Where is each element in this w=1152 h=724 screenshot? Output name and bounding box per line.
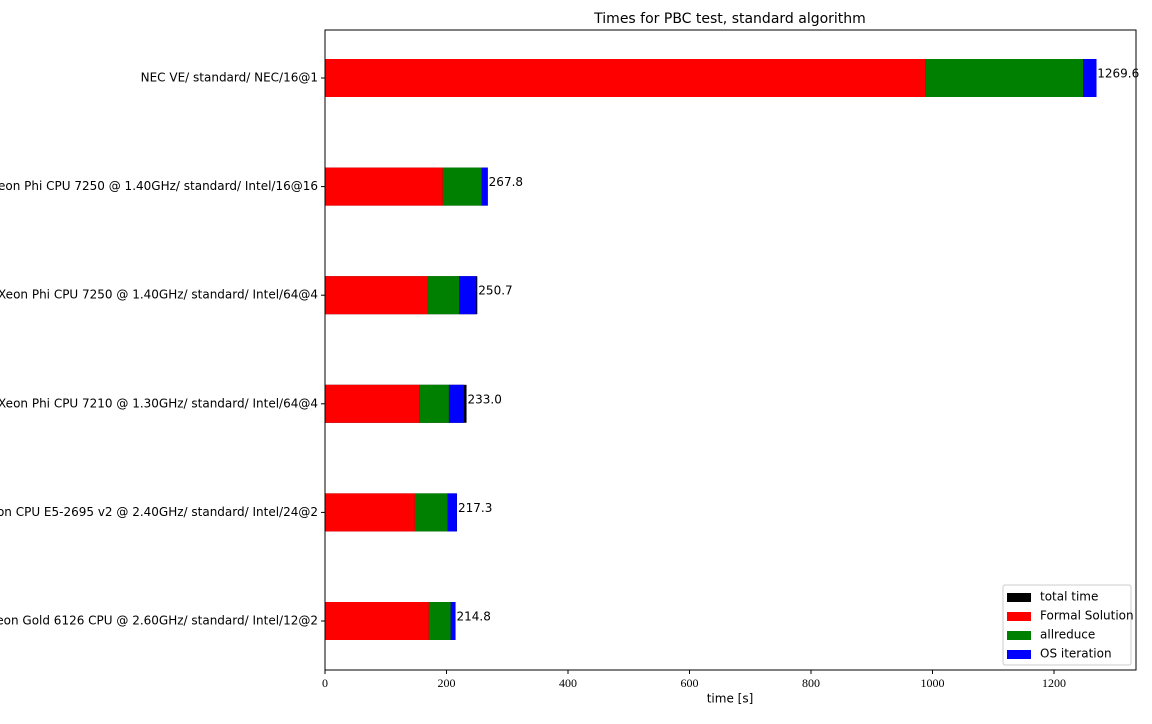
bar-segment — [442, 167, 482, 206]
x-axis-label: time [s] — [707, 692, 754, 706]
bar-segment — [325, 167, 443, 206]
bar-segment — [325, 384, 420, 423]
y-tick-label: NEC VE/ standard/ NEC/16@1 — [141, 71, 318, 85]
x-tick-label: 600 — [680, 676, 698, 690]
bar-segment — [325, 493, 415, 532]
value-label: 250.7 — [478, 284, 512, 298]
legend-label: total time — [1040, 590, 1098, 604]
legend-swatch — [1007, 631, 1031, 640]
legend-label: allreduce — [1040, 628, 1095, 642]
legend-swatch — [1007, 593, 1031, 602]
plot-frame — [324, 29, 1137, 671]
value-label: 233.0 — [468, 392, 502, 406]
x-tick-label: 400 — [559, 676, 577, 690]
bar-segment — [414, 493, 448, 532]
y-tick-label: Xeon Phi CPU 7250 @ 1.40GHz/ standard/ I… — [0, 288, 318, 302]
legend-label: OS iteration — [1040, 647, 1112, 661]
bar-segment — [448, 384, 465, 423]
x-tick-label: 1200 — [1042, 676, 1066, 690]
bar-segment — [450, 602, 456, 640]
bar-segment — [419, 384, 449, 423]
bar-segment — [481, 167, 488, 206]
legend-box — [1002, 584, 1132, 666]
bar-segment — [325, 602, 429, 640]
bar-segment — [925, 59, 1084, 97]
value-label: 217.3 — [458, 501, 492, 515]
y-tick-label: Xeon Phi CPU 7210 @ 1.30GHz/ standard/ I… — [0, 396, 318, 410]
y-tick-label: Xeon CPU E5-2695 v2 @ 2.40GHz/ standard/… — [0, 505, 318, 519]
bar-segment — [325, 276, 428, 315]
x-tick-label: 200 — [437, 676, 455, 690]
value-label: 267.8 — [489, 175, 523, 189]
value-label: 1269.6 — [1097, 67, 1139, 81]
bar-segment — [1083, 59, 1097, 97]
bar-segment — [427, 276, 460, 315]
y-tick-label: Xeon Phi CPU 7250 @ 1.40GHz/ standard/ I… — [0, 179, 318, 193]
legend-swatch — [1007, 650, 1031, 659]
x-tick-label: 800 — [802, 676, 820, 690]
y-tick-label: Xeon Gold 6126 CPU @ 2.60GHz/ standard/ … — [0, 614, 318, 628]
x-tick-label: 0 — [322, 676, 328, 690]
x-tick-label: 1000 — [920, 676, 944, 690]
legend-swatch — [1007, 612, 1031, 621]
legend-label: Formal Solution — [1040, 609, 1134, 623]
bar-segment — [428, 602, 451, 640]
bar-segment — [447, 493, 457, 532]
bar-segment — [325, 59, 926, 97]
chart-title: Times for PBC test, standard algorithm — [593, 11, 866, 27]
bar-segment — [459, 276, 477, 315]
value-label: 214.8 — [456, 610, 490, 624]
